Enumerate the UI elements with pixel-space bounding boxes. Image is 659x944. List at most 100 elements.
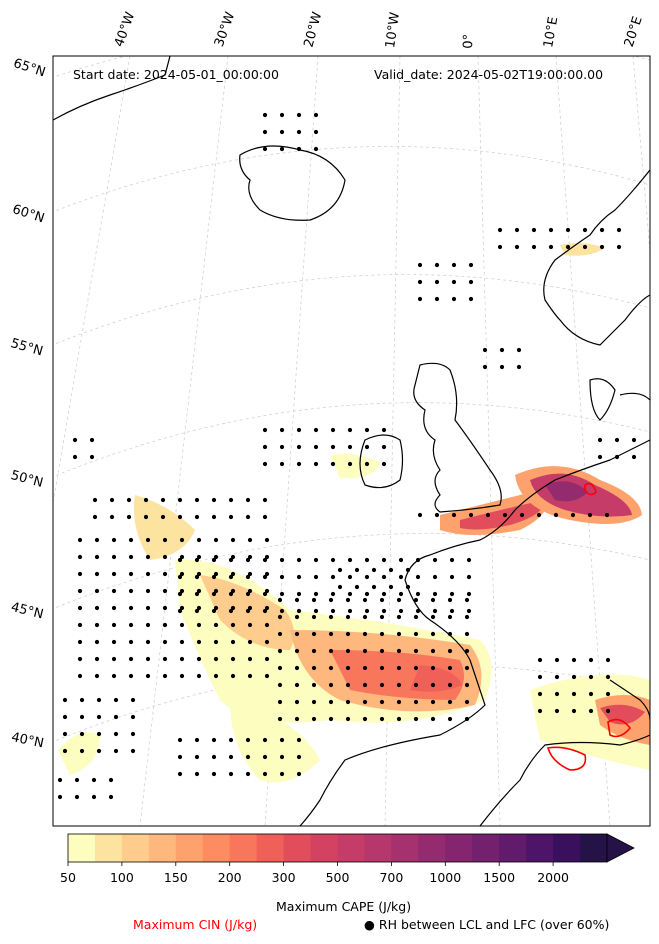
rh-dot	[294, 597, 300, 603]
rh-dot	[143, 514, 149, 520]
rh-dot	[247, 605, 253, 611]
rh-dot	[179, 605, 185, 611]
rh-dot	[111, 656, 117, 662]
rh-dot	[130, 731, 136, 737]
rh-dot	[405, 567, 411, 573]
rh-dot	[145, 554, 151, 560]
cape-region	[460, 500, 545, 530]
africa-coast	[479, 734, 650, 826]
rh-dot	[179, 622, 185, 628]
rh-dot	[587, 512, 593, 518]
rh-dot	[160, 514, 166, 520]
rh-dot	[396, 614, 402, 620]
rh-dot	[388, 584, 394, 590]
rh-dot	[396, 665, 402, 671]
rh-dot	[279, 146, 285, 152]
colorbar-label: Maximum CAPE (J/kg)	[276, 899, 412, 914]
rh-dot	[162, 605, 168, 611]
rh-dot	[447, 648, 453, 654]
rh-dot	[447, 699, 453, 705]
denmark-coast	[589, 378, 616, 421]
rh-dot	[345, 699, 351, 705]
rh-dot	[228, 557, 234, 563]
rh-dot	[128, 605, 134, 611]
rh-dot	[77, 622, 83, 628]
rh-dot	[371, 567, 377, 573]
rh-dot	[245, 557, 251, 563]
rh-dot	[447, 665, 453, 671]
rh-dot	[364, 557, 370, 563]
rh-dot	[631, 437, 637, 443]
colorbar-tick-label: 150	[163, 870, 188, 885]
rh-dot	[296, 461, 302, 467]
rh-dot	[415, 608, 421, 614]
rh-dot	[211, 497, 217, 503]
rh-dot	[62, 714, 68, 720]
rh-dot	[362, 682, 368, 688]
rh-dot	[196, 673, 202, 679]
rh-dot	[379, 631, 385, 637]
rh-dot	[126, 497, 132, 503]
rh-dot	[362, 648, 368, 654]
rh-dot	[396, 682, 402, 688]
rh-dot	[605, 657, 611, 663]
britain-coast	[413, 362, 502, 513]
rh-dot	[396, 716, 402, 722]
rh-dot	[294, 648, 300, 654]
rh-dot	[296, 591, 302, 597]
rh-dot	[430, 631, 436, 637]
rh-dot	[447, 631, 453, 637]
cape-region	[230, 700, 320, 783]
rh-dot	[345, 665, 351, 671]
rh-dot	[77, 673, 83, 679]
rh-dot	[177, 737, 183, 743]
rh-dot	[213, 554, 219, 560]
rh-dot	[597, 437, 603, 443]
colorbar-bin	[121, 834, 150, 862]
rh-dot	[430, 597, 436, 603]
rh-dot	[196, 554, 202, 560]
rh-dot	[531, 227, 537, 233]
colorbar-bin	[580, 834, 608, 862]
colorbar-bin	[229, 834, 258, 862]
rh-dot	[396, 597, 402, 603]
rh-dot	[277, 716, 283, 722]
rh-dot	[381, 461, 387, 467]
rh-dot	[449, 608, 455, 614]
rh-dot	[398, 608, 404, 614]
rh-dot	[177, 591, 183, 597]
colorbar-bin	[418, 834, 446, 862]
rh-dot	[162, 588, 168, 594]
rh-dot	[230, 571, 236, 577]
rh-dot	[247, 588, 253, 594]
colorbar-bin	[364, 834, 392, 862]
rh-dot	[379, 682, 385, 688]
rh-dot	[194, 771, 200, 777]
rh-dot	[277, 682, 283, 688]
rh-dot	[74, 777, 80, 783]
rh-dot	[430, 699, 436, 705]
rh-dot	[111, 537, 117, 543]
rh-dot	[379, 665, 385, 671]
rh-dot	[91, 794, 97, 800]
rh-dot	[179, 571, 185, 577]
rh-dot	[313, 574, 319, 580]
rh-dot	[262, 497, 268, 503]
rh-dot	[430, 614, 436, 620]
rh-dot	[449, 557, 455, 563]
rh-dot	[79, 714, 85, 720]
rh-dot	[485, 512, 491, 518]
rh-dot	[196, 605, 202, 611]
rh-dot	[179, 588, 185, 594]
rh-dot	[211, 557, 217, 563]
rh-dot	[398, 557, 404, 563]
rh-dot	[262, 591, 268, 597]
rh-dot	[279, 737, 285, 743]
rh-dot	[179, 537, 185, 543]
rh-dot	[228, 514, 234, 520]
rh-dot	[294, 631, 300, 637]
rh-dot	[379, 648, 385, 654]
rh-dot	[294, 665, 300, 671]
rh-dot	[213, 588, 219, 594]
